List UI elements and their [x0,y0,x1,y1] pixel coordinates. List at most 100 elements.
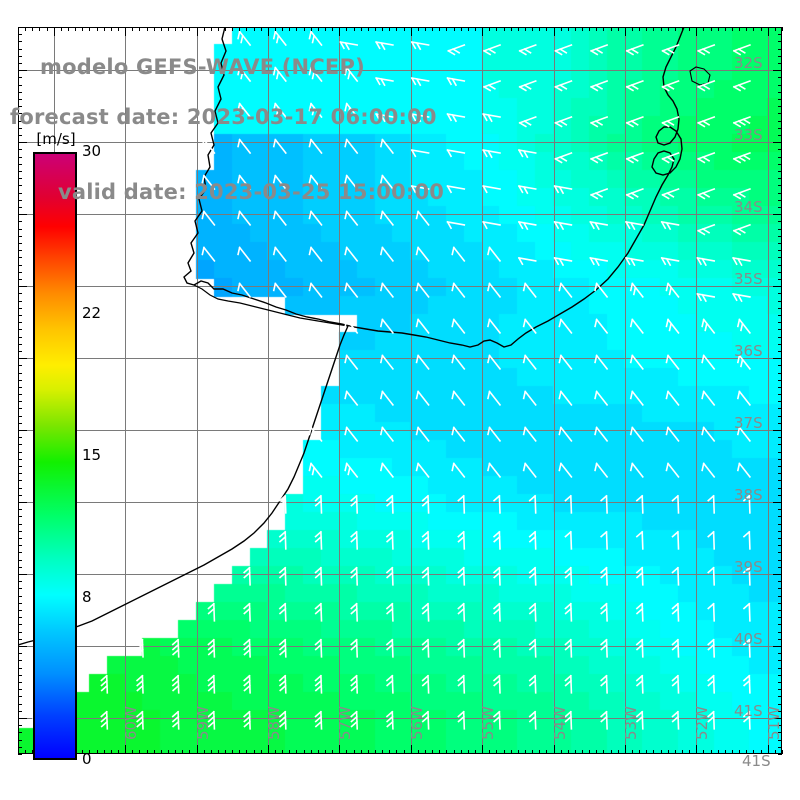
axis-tick [367,750,369,754]
axis-tick [773,574,782,576]
axis-tick [167,27,169,31]
axis-tick [82,27,84,31]
axis-tick [778,638,782,640]
axis-tick [18,142,27,144]
axis-tick [18,624,22,626]
axis-tick [18,307,22,309]
axis-tick [18,401,22,403]
axis-tick [182,750,184,754]
axis-tick [432,750,434,754]
axis-tick [496,27,498,31]
axis-tick [18,682,22,684]
axis-tick [367,27,369,31]
gridline-horizontal [18,646,782,648]
axis-tick [778,228,782,230]
longitude-label-57w: 57W [336,706,355,740]
axis-tick [546,27,548,31]
title-line-model: modelo GEFS-WAVE (NCEP) [40,55,365,79]
axis-tick [510,750,512,754]
axis-tick [546,750,548,754]
axis-tick [89,750,91,754]
axis-tick [18,336,22,338]
axis-tick [18,55,22,57]
axis-tick [517,27,519,31]
axis-tick [60,27,62,31]
axis-tick [18,271,22,273]
axis-tick [346,750,348,754]
gridline-vertical [696,27,698,754]
axis-tick [778,113,782,115]
axis-tick [217,750,219,754]
axis-tick [18,127,22,129]
axis-tick [53,27,55,36]
gridline-horizontal [18,502,782,504]
axis-tick [267,27,269,36]
axis-tick [624,745,626,754]
axis-tick [717,750,719,754]
axis-tick [489,750,491,754]
axis-tick [489,27,491,31]
axis-tick [18,422,22,424]
colorbar-tick-22: 22 [82,304,102,323]
axis-tick [18,206,22,208]
axis-tick [717,27,719,31]
axis-tick [18,408,22,410]
axis-tick [774,27,776,31]
axis-tick [589,27,591,31]
axis-tick [253,27,255,31]
axis-tick [18,386,22,388]
axis-tick [39,27,41,31]
axis-tick [778,559,782,561]
axis-tick [778,415,782,417]
axis-tick [778,473,782,475]
axis-tick [160,27,162,31]
axis-tick [18,84,22,86]
colorbar-tick-8: 8 [82,587,92,606]
axis-tick [18,574,27,576]
axis-tick [689,750,691,754]
axis-tick [18,228,22,230]
axis-tick [778,689,782,691]
axis-tick [146,27,148,31]
axis-tick [582,27,584,31]
axis-tick [778,55,782,57]
axis-tick [18,27,19,31]
longitude-label-58w: 58W [264,706,283,740]
axis-tick [767,745,769,754]
axis-tick [517,750,519,754]
longitude-label-54w: 54W [550,706,569,740]
axis-tick [303,750,305,754]
axis-tick [778,516,782,518]
axis-tick [18,689,22,691]
axis-tick [439,750,441,754]
axis-tick [153,750,155,754]
axis-tick [732,750,734,754]
axis-tick [610,750,612,754]
latitude-label-41s: 41S [734,702,763,720]
axis-tick [778,178,782,180]
latitude-label-37s: 37S [734,414,763,433]
axis-tick [18,750,19,754]
axis-tick [18,588,22,590]
axis-tick [778,487,782,489]
colorbar-unit-label: [m/s] [36,130,76,148]
axis-tick [18,379,22,381]
axis-tick [778,480,782,482]
latitude-label-35s: 35S [734,270,763,289]
axis-tick [778,444,782,446]
axis-tick [703,750,705,754]
axis-tick [232,750,234,754]
axis-tick [18,120,22,122]
axis-tick [239,27,241,31]
axis-tick [110,27,112,31]
colorbar-tick-0: 0 [82,750,92,768]
axis-tick [18,242,22,244]
axis-tick [18,113,22,115]
axis-tick [18,653,22,655]
axis-tick [18,98,22,100]
axis-tick [778,34,782,36]
axis-tick [773,358,782,360]
axis-tick [696,27,698,36]
axis-tick [778,523,782,525]
axis-tick [110,750,112,754]
